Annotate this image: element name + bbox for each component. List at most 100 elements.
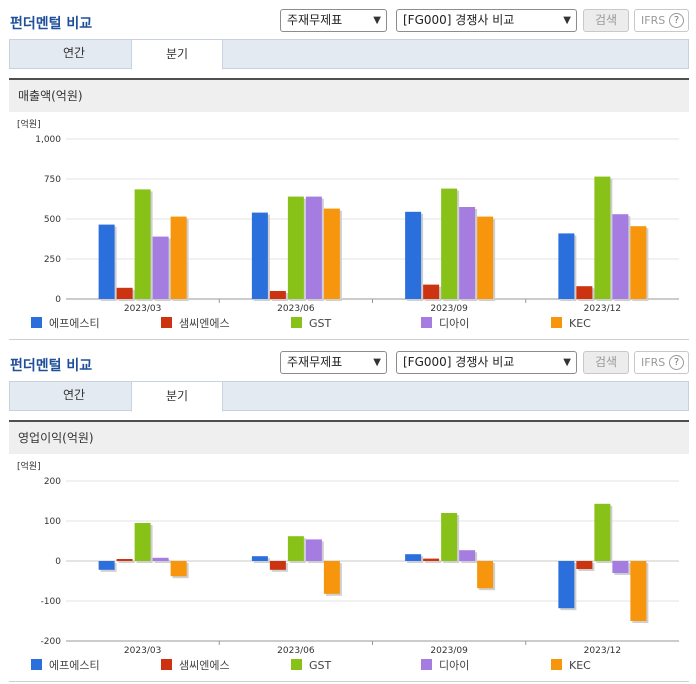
legend-swatch — [421, 317, 432, 328]
peer-group-select[interactable]: [FG000] 경쟁사 비교 ▼ — [396, 9, 577, 32]
bar-KEC — [170, 216, 187, 299]
bar-디아이 — [152, 557, 169, 561]
bar-shadow — [425, 560, 442, 563]
y-tick-label: 250 — [44, 255, 61, 265]
bar-샘씨엔에스 — [576, 286, 593, 299]
x-tick-label: 2023/06 — [277, 304, 315, 314]
y-tick-label: 0 — [55, 557, 61, 567]
bar-디아이 — [459, 207, 476, 299]
statement-type-value: 주재무제표 — [287, 355, 343, 369]
bar-디아이 — [305, 539, 322, 561]
revenue-panel: 매출액(억원) [억원] 0 250 500 750 1,000 2023/03 2023/0… — [9, 78, 689, 340]
bar-에프에스티 — [98, 224, 115, 299]
bar-디아이 — [152, 236, 169, 299]
bar-디아이 — [612, 561, 629, 573]
bar-GST — [134, 189, 151, 299]
bar-에프에스티 — [558, 561, 575, 609]
peer-group-value: [FG000] 경쟁사 비교 — [403, 13, 515, 27]
y-tick-label: 750 — [44, 175, 61, 185]
tab-quarterly[interactable]: 분기 — [131, 381, 223, 412]
operating-profit-chart: [억원] -200 -100 0 100 200 2023/03 2023/06 2023/09… — [17, 460, 679, 672]
period-tabs: 연간 분기 — [9, 381, 689, 412]
legend-swatch — [291, 659, 302, 670]
legend-label: GST — [309, 317, 332, 330]
peer-group-value: [FG000] 경쟁사 비교 — [403, 355, 515, 369]
bar-샘씨엔에스 — [116, 559, 133, 561]
bar-shadow — [118, 561, 135, 563]
y-unit-label: [억원] — [17, 460, 41, 472]
x-tick-label: 2023/12 — [584, 646, 621, 656]
bar-샘씨엔에스 — [423, 284, 440, 299]
bar-샘씨엔에스 — [269, 561, 286, 570]
fundamental-compare-section-2: 펀더멘털 비교 주재무제표 ▼ [FG000] 경쟁사 비교 ▼ 검색 IFRS… — [0, 342, 696, 684]
section-title: 펀더멘털 비교 — [10, 16, 93, 32]
bar-KEC — [630, 561, 647, 621]
bar-에프에스티 — [405, 554, 422, 561]
legend-label: 디아이 — [439, 659, 469, 672]
legend-label: 샘씨엔에스 — [179, 317, 230, 330]
bar-에프에스티 — [558, 233, 575, 299]
question-icon: ? — [669, 13, 684, 28]
chevron-down-icon: ▼ — [373, 15, 381, 26]
bar-샘씨엔에스 — [423, 558, 440, 561]
y-tick-label: 100 — [44, 517, 61, 527]
x-tick-label: 2023/09 — [430, 304, 468, 314]
search-button[interactable]: 검색 — [583, 351, 629, 374]
operating-profit-panel: 영업이익(억원) [억원] -200 -100 0 100 200 2023/03 2023/… — [9, 420, 689, 682]
bar-GST — [441, 188, 458, 299]
y-tick-label: 1,000 — [35, 135, 61, 145]
legend-label: KEC — [569, 659, 591, 672]
legend-label: GST — [309, 659, 332, 672]
statement-type-select[interactable]: 주재무제표 ▼ — [280, 351, 387, 374]
legend-swatch — [551, 659, 562, 670]
ifrs-label: IFRS — [641, 356, 666, 369]
x-tick-label: 2023/12 — [584, 304, 621, 314]
bar-GST — [287, 536, 304, 561]
bar-디아이 — [612, 214, 629, 299]
bar-디아이 — [305, 196, 322, 299]
bar-KEC — [323, 561, 340, 594]
chevron-down-icon: ▼ — [373, 357, 381, 368]
bar-GST — [287, 196, 304, 299]
y-tick-label: -100 — [41, 597, 62, 607]
bar-샘씨엔에스 — [116, 287, 133, 299]
tab-quarterly[interactable]: 분기 — [131, 39, 223, 70]
revenue-chart: [억원] 0 250 500 750 1,000 2023/03 2023/06 2023/09… — [17, 118, 679, 330]
ifrs-help-button[interactable]: IFRS ? — [634, 351, 689, 374]
y-tick-label: -200 — [41, 637, 62, 647]
x-tick-label: 2023/03 — [124, 646, 161, 656]
panel-title: 영업이익(억원) — [9, 422, 689, 454]
period-tabs: 연간 분기 — [9, 39, 689, 70]
legend-label: KEC — [569, 317, 591, 330]
bar-shadow — [154, 559, 171, 563]
bar-KEC — [477, 561, 494, 589]
chevron-down-icon: ▼ — [563, 357, 571, 368]
ifrs-help-button[interactable]: IFRS ? — [634, 9, 689, 32]
peer-group-select[interactable]: [FG000] 경쟁사 비교 ▼ — [396, 351, 577, 374]
section-title: 펀더멘털 비교 — [10, 358, 93, 374]
y-tick-label: 0 — [55, 295, 61, 305]
tab-annual[interactable]: 연간 — [62, 388, 86, 402]
legend-swatch — [161, 659, 172, 670]
legend-label: 디아이 — [439, 317, 469, 330]
x-tick-label: 2023/06 — [277, 646, 315, 656]
legend-label: 샘씨엔에스 — [179, 659, 230, 672]
statement-type-select[interactable]: 주재무제표 ▼ — [280, 9, 387, 32]
search-button[interactable]: 검색 — [583, 9, 629, 32]
bar-에프에스티 — [98, 561, 115, 570]
question-icon: ? — [669, 355, 684, 370]
y-tick-label: 200 — [44, 477, 61, 487]
legend-label: 에프에스티 — [49, 317, 100, 330]
x-tick-label: 2023/03 — [124, 304, 161, 314]
bar-에프에스티 — [251, 212, 268, 299]
bar-샘씨엔에스 — [576, 561, 593, 569]
bar-KEC — [323, 208, 340, 299]
panel-title: 매출액(억원) — [9, 80, 689, 112]
legend-swatch — [161, 317, 172, 328]
bar-KEC — [630, 226, 647, 299]
bar-샘씨엔에스 — [269, 291, 286, 299]
bar-GST — [594, 503, 611, 561]
bar-GST — [441, 513, 458, 561]
tab-annual[interactable]: 연간 — [62, 46, 86, 60]
section-header: 펀더멘털 비교 주재무제표 ▼ [FG000] 경쟁사 비교 ▼ 검색 IFRS… — [0, 0, 696, 36]
